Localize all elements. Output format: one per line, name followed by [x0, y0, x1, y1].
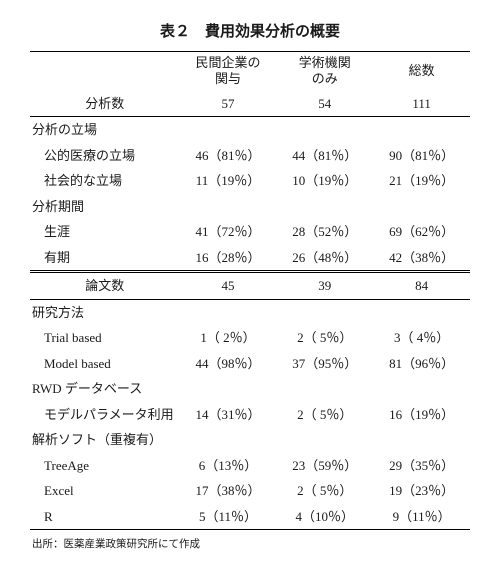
row-label: Model based [30, 351, 180, 377]
cell: 69（62％） [373, 219, 470, 245]
cell: 81（96％） [373, 351, 470, 377]
header-blank [30, 52, 180, 91]
table-row: Excel 17（38％） 2（ 5％） 19（23％） [30, 478, 470, 504]
section-software: 解析ソフト（重複有） [30, 427, 470, 453]
cell: 90（81％） [373, 143, 470, 169]
cell: 45 [180, 272, 277, 300]
cell: 54 [276, 91, 373, 117]
table-title: 表２ 費用効果分析の概要 [30, 20, 470, 41]
cell: 37（95％） [276, 351, 373, 377]
table-row: Trial based 1（ 2％） 2（ 5％） 3（ 4％） [30, 325, 470, 351]
cell: 5（11％） [180, 504, 277, 530]
header-col2-line2: のみ [312, 71, 338, 86]
cell: 2（ 5％） [276, 478, 373, 504]
row-label: Trial based [30, 325, 180, 351]
cell: 2（ 5％） [276, 325, 373, 351]
row-label: 公的医療の立場 [30, 143, 180, 169]
cell: 9（11％） [373, 504, 470, 530]
section-rwd: RWD データベース [30, 376, 470, 402]
cell: 39 [276, 272, 373, 300]
row-label: Excel [30, 478, 180, 504]
cell: 4（10％） [276, 504, 373, 530]
table-row: モデルパラメータ利用 14（31％） 2（ 5％） 16（19％） [30, 402, 470, 428]
cell: 11（19％） [180, 168, 277, 194]
cell: 26（48％） [276, 245, 373, 272]
row-label: R [30, 504, 180, 530]
cell: 42（38％） [373, 245, 470, 272]
row-label: TreeAge [30, 453, 180, 479]
cell: 16（28％） [180, 245, 277, 272]
cell: 1（ 2％） [180, 325, 277, 351]
table-row: Model based 44（98％） 37（95％） 81（96％） [30, 351, 470, 377]
cell: 57 [180, 91, 277, 117]
cell: 6（13％） [180, 453, 277, 479]
cell: 84 [373, 272, 470, 300]
cell: 19（23％） [373, 478, 470, 504]
header-col3: 総数 [373, 52, 470, 91]
section-label: RWD データベース [30, 376, 470, 402]
header-col1-line1: 民間企業の [195, 55, 260, 70]
table-row: TreeAge 6（13％） 23（59％） 29（35％） [30, 453, 470, 479]
section-label: 解析ソフト（重複有） [30, 427, 470, 453]
cell: 44（81％） [276, 143, 373, 169]
row-label: モデルパラメータ利用 [30, 402, 180, 428]
header-col2-line1: 学術機関 [299, 55, 351, 70]
section-perspective: 分析の立場 [30, 117, 470, 143]
cell: 28（52％） [276, 219, 373, 245]
cell: 3（ 4％） [373, 325, 470, 351]
header-col1: 民間企業の 関与 [180, 52, 277, 91]
row-label: 生涯 [30, 219, 180, 245]
cell: 2（ 5％） [276, 402, 373, 428]
cell: 23（59％） [276, 453, 373, 479]
row-label-papers: 論文数 [30, 272, 180, 300]
section-label: 分析の立場 [30, 117, 470, 143]
section-method: 研究方法 [30, 299, 470, 325]
cell: 41（72％） [180, 219, 277, 245]
row-label: 有期 [30, 245, 180, 272]
source-note: 出所：医薬産業政策研究所にて作成 [30, 536, 470, 551]
cell: 111 [373, 91, 470, 117]
cell: 10（19％） [276, 168, 373, 194]
row-label: 社会的な立場 [30, 168, 180, 194]
table-row: 有期 16（28％） 26（48％） 42（38％） [30, 245, 470, 272]
cell: 21（19％） [373, 168, 470, 194]
cost-effectiveness-table: 民間企業の 関与 学術機関 のみ 総数 分析数 57 54 111 分析の立場 … [30, 51, 470, 530]
table-row: 公的医療の立場 46（81％） 44（81％） 90（81％） [30, 143, 470, 169]
table-row: 生涯 41（72％） 28（52％） 69（62％） [30, 219, 470, 245]
table-row: 分析数 57 54 111 [30, 91, 470, 117]
cell: 17（38％） [180, 478, 277, 504]
section-period: 分析期間 [30, 194, 470, 220]
cell: 44（98％） [180, 351, 277, 377]
table-row: 論文数 45 39 84 [30, 272, 470, 300]
header-col2: 学術機関 のみ [276, 52, 373, 91]
cell: 29（35％） [373, 453, 470, 479]
cell: 16（19％） [373, 402, 470, 428]
section-label: 分析期間 [30, 194, 470, 220]
cell: 46（81％） [180, 143, 277, 169]
table-row: R 5（11％） 4（10％） 9（11％） [30, 504, 470, 530]
cell: 14（31％） [180, 402, 277, 428]
table-row: 社会的な立場 11（19％） 10（19％） 21（19％） [30, 168, 470, 194]
row-label-analyses: 分析数 [30, 91, 180, 117]
section-label: 研究方法 [30, 299, 470, 325]
header-col1-line2: 関与 [215, 71, 241, 86]
